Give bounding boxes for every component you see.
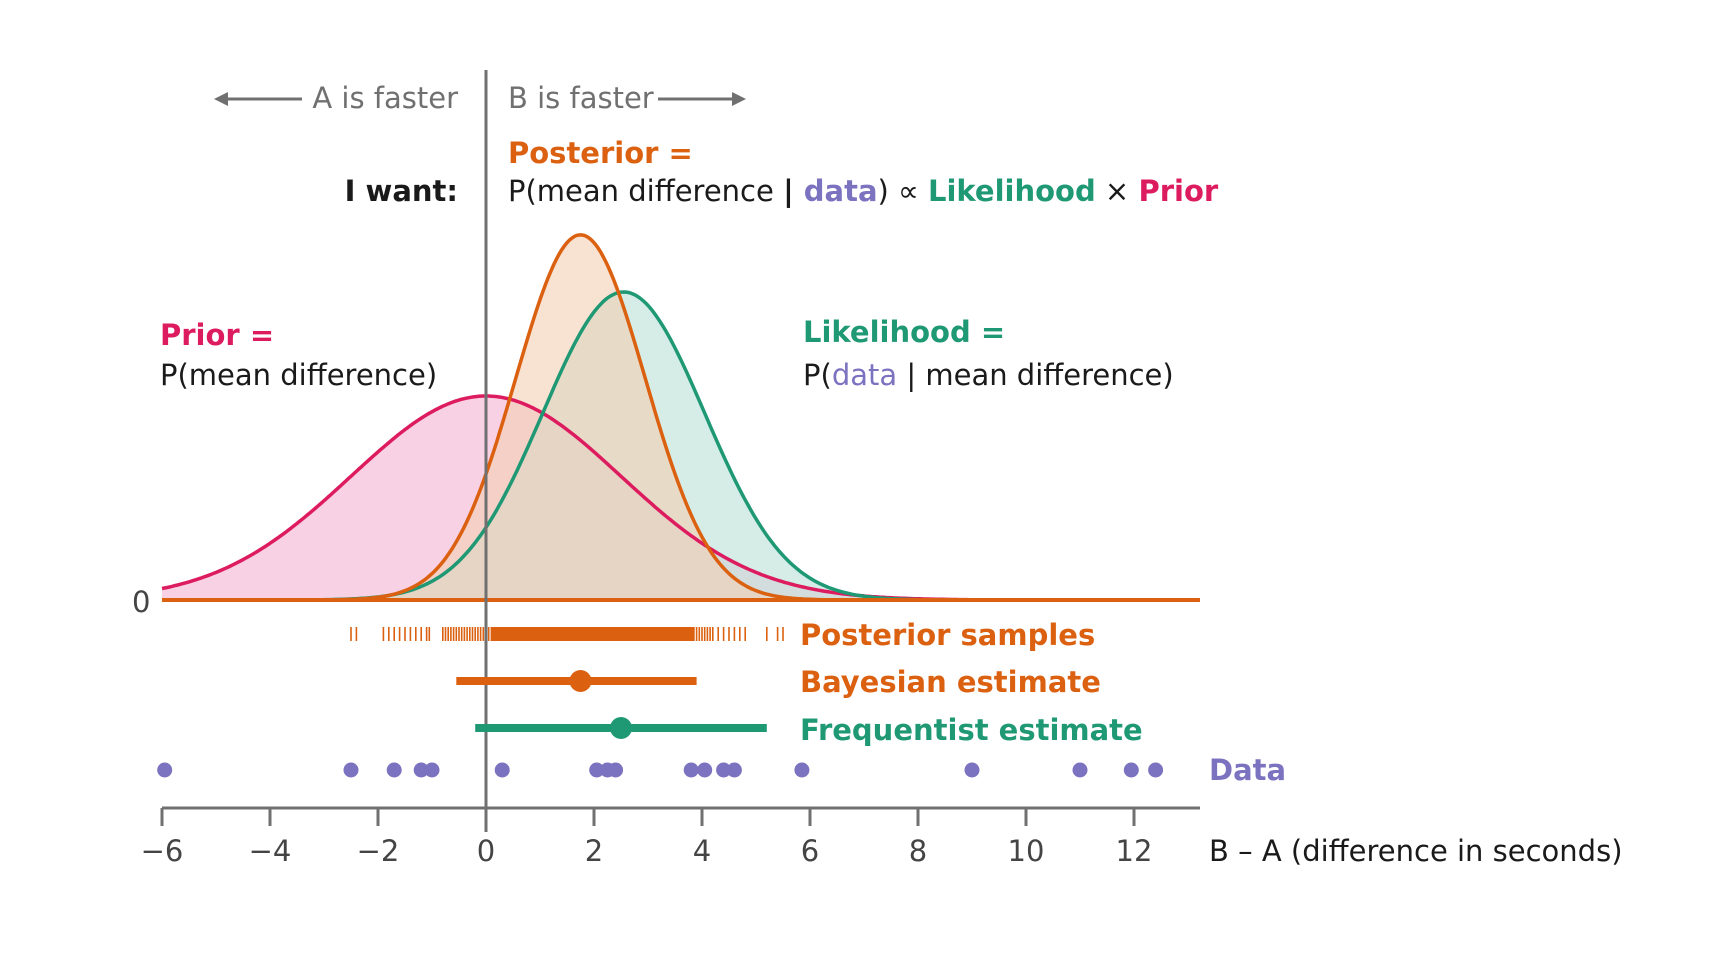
likelihood-p-open: P( [803,358,832,392]
formula-bar: | [783,174,794,208]
arrow-left-icon [214,92,302,106]
frequentist-estimate-label: Frequentist estimate [800,713,1143,747]
bayesian-estimate-label: Bayesian estimate [800,665,1101,699]
data-point [964,762,980,778]
arrow-right-icon [658,92,746,106]
want-label: I want: [345,174,458,208]
prior-expr: P(mean difference) [160,358,437,392]
data-point [494,762,510,778]
x-tick-label: 2 [585,834,603,868]
data-point [1148,762,1164,778]
frequentist-point [610,717,632,739]
x-tick-label: 4 [693,834,711,868]
data-point [343,762,359,778]
posterior-title: Posterior = [508,136,693,170]
formula-p-open: P(mean difference [508,174,783,208]
posterior-formula: P(mean difference | data) ∝ Likelihood ×… [508,174,1219,208]
likelihood-area [162,292,1200,600]
data-point [716,762,732,778]
arrow-left-label: A is faster [312,81,458,115]
prior-title: Prior = [160,318,274,352]
data-point [683,762,699,778]
data-points [157,762,1164,778]
posterior-samples-dense-band [491,627,694,641]
density-curves [161,233,1200,602]
data-point [1072,762,1088,778]
data-point [726,762,742,778]
data-point [608,762,624,778]
x-tick-label: 6 [801,834,819,868]
data-point [697,762,713,778]
data-point [589,762,605,778]
likelihood-expr: P(data | mean difference) [803,358,1174,392]
x-axis: −6 −4 −2 0 2 4 6 8 10 12 [141,806,1200,868]
bayesian-point [569,670,592,692]
data-point [157,762,173,778]
posterior-samples-label: Posterior samples [800,618,1095,652]
bayesian-estimate-interval [456,670,697,692]
x-axis-label: B – A (difference in seconds) [1209,834,1623,868]
likelihood-rest: | mean difference) [897,358,1174,392]
x-tick-label: 0 [477,834,495,868]
formula-likelihood-word: Likelihood [928,174,1096,208]
likelihood-title: Likelihood = [803,315,1005,349]
formula-times: × [1096,174,1139,208]
x-tick-label: −6 [141,834,184,868]
density-zero-label: 0 [132,585,150,619]
prior-area [162,396,1200,600]
x-tick-label: −2 [357,834,400,868]
data-point [386,762,402,778]
x-tick-label: 8 [909,834,927,868]
data-point [1123,762,1139,778]
likelihood-data-word: data [832,358,897,392]
formula-data-word: data [794,174,878,208]
formula-prior-word: Prior [1138,174,1218,208]
posterior-samples-rug [350,627,784,641]
arrow-right-label: B is faster [508,81,654,115]
data-point [413,762,429,778]
x-tick-label: −4 [249,834,292,868]
x-tick-label: 10 [1008,834,1045,868]
data-point [794,762,810,778]
data-label: Data [1209,753,1286,787]
x-tick-label: 12 [1116,834,1153,868]
data-point [424,762,440,778]
frequentist-estimate-interval [475,717,767,739]
formula-close-prop: ) ∝ [878,174,928,208]
